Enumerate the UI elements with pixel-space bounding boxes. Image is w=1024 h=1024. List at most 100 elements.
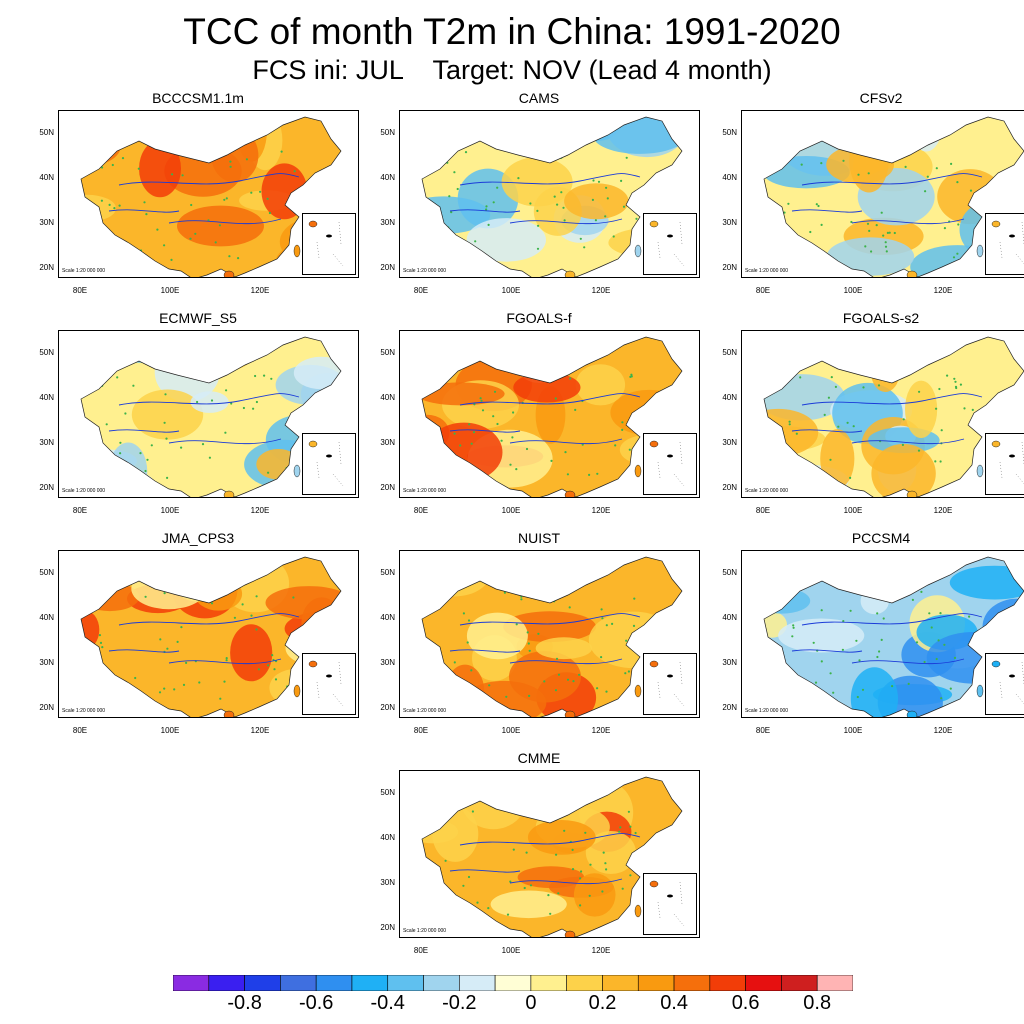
map-frame: Scale 1:20 000 000: [399, 550, 700, 718]
colorbar-swatch: [173, 975, 210, 991]
lon-tick-label: 120E: [591, 506, 611, 515]
lat-tick-label: 30N: [722, 438, 737, 447]
lon-tick-label: 80E: [72, 506, 88, 515]
colorbar-swatch: [494, 975, 532, 991]
lat-tick-label: 30N: [722, 218, 737, 227]
lon-tick-label: 120E: [591, 946, 611, 955]
map-frame: Scale 1:20 000 000: [399, 770, 700, 938]
lon-tick-label: 100E: [501, 946, 521, 955]
colorbar-swatch: [351, 975, 389, 991]
map-frame: Scale 1:20 000 000: [741, 110, 1024, 278]
lon-tick-label: 120E: [591, 286, 611, 295]
panel-title: CFSv2: [859, 90, 903, 106]
lat-tick-label: 20N: [380, 263, 395, 272]
south-china-sea-inset: [985, 653, 1024, 715]
panel-title: CMME: [517, 750, 561, 766]
lon-tick-label: 120E: [250, 506, 270, 515]
lat-tick-label: 20N: [380, 923, 395, 932]
map-scale-text: Scale 1:20 000 000: [403, 708, 447, 714]
colorbar-swatch: [673, 975, 711, 991]
lat-tick-label: 20N: [39, 703, 54, 712]
map-frame: Scale 1:20 000 000: [58, 550, 359, 718]
south-china-sea-inset: [643, 873, 697, 935]
map-scale-text: Scale 1:20 000 000: [62, 268, 106, 274]
lat-tick-label: 50N: [380, 788, 395, 797]
lat-tick-label: 40N: [39, 613, 54, 622]
figure-subtitle: FCS ini: JUL Target: NOV (Lead 4 month): [252, 55, 772, 85]
lat-tick-label: 30N: [380, 218, 395, 227]
china-map: [763, 336, 1024, 497]
colorbar-tick-label: -0.4: [370, 992, 405, 1014]
map-panel: BCCCSM1.1m 50N 40N 30N 20N 80E 100E 120E Scale 1…: [28, 90, 368, 300]
lat-tick-label: 20N: [380, 483, 395, 492]
panel-title: JMA_CPS3: [161, 530, 235, 546]
lat-tick-label: 40N: [380, 393, 395, 402]
map-panel: JMA_CPS3 50N 40N 30N 20N 80E 100E 120E Scale 1:2…: [28, 530, 368, 740]
panel-title: PCCSM4: [851, 530, 911, 546]
china-map: [421, 776, 683, 937]
lat-tick-label: 40N: [39, 393, 54, 402]
colorbar-swatch: [208, 975, 245, 991]
map-frame: Scale 1:20 000 000: [58, 330, 359, 498]
china-map: [763, 116, 1024, 277]
colorbar-swatch: [530, 975, 567, 991]
lon-tick-label: 80E: [755, 506, 771, 515]
panel-title: BCCCSM1.1m: [152, 90, 244, 106]
lat-tick-label: 30N: [380, 658, 395, 667]
lon-tick-label: 100E: [160, 726, 180, 735]
lon-tick-label: 120E: [933, 286, 953, 295]
panel-title: FGOALS-f: [506, 310, 572, 326]
map-panel: CFSv2 50N 40N 30N 20N 80E 100E 120E Scale 1:20 0…: [711, 90, 1024, 300]
lat-tick-label: 40N: [722, 393, 737, 402]
lat-tick-label: 50N: [722, 128, 737, 137]
south-china-sea-inset: [643, 433, 697, 495]
south-china-sea-inset: [643, 653, 697, 715]
lat-tick-label: 40N: [380, 173, 395, 182]
lat-tick-label: 40N: [722, 613, 737, 622]
lon-tick-label: 80E: [72, 286, 88, 295]
colorbar-swatch: [816, 975, 853, 991]
colorbar-swatch: [781, 975, 818, 991]
lat-tick-label: 30N: [380, 438, 395, 447]
lon-tick-label: 80E: [413, 946, 429, 955]
colorbar-tick-label: 0.2: [588, 992, 617, 1014]
map-scale-text: Scale 1:20 000 000: [403, 268, 447, 274]
lat-tick-label: 30N: [39, 438, 54, 447]
colorbar-tick-label: 0: [525, 992, 537, 1014]
lon-tick-label: 120E: [591, 726, 611, 735]
lon-tick-label: 80E: [413, 506, 429, 515]
map-scale-text: Scale 1:20 000 000: [62, 488, 106, 494]
lon-tick-label: 100E: [160, 286, 180, 295]
lon-tick-label: 80E: [755, 286, 771, 295]
lon-tick-label: 80E: [755, 726, 771, 735]
colorbar-tick-label: 0.6: [731, 992, 760, 1014]
china-map: [763, 556, 1024, 717]
lon-tick-label: 120E: [250, 726, 270, 735]
south-china-sea-inset: [302, 433, 356, 495]
map-panel: FGOALS-s2 50N 40N 30N 20N 80E 100E 120E Scale 1:…: [711, 310, 1024, 520]
lat-tick-label: 30N: [39, 658, 54, 667]
lat-tick-label: 30N: [39, 218, 54, 227]
map-panel: CAMS 50N 40N 30N 20N 80E 100E 120E Scale 1:20 00…: [369, 90, 709, 300]
lon-tick-label: 100E: [843, 506, 863, 515]
south-china-sea-inset: [302, 213, 356, 275]
map-frame: Scale 1:20 000 000: [399, 110, 700, 278]
lat-tick-label: 40N: [380, 613, 395, 622]
map-scale-text: Scale 1:20 000 000: [403, 488, 447, 494]
lat-tick-label: 30N: [380, 878, 395, 887]
lat-tick-label: 50N: [722, 348, 737, 357]
lat-tick-label: 50N: [380, 348, 395, 357]
colorbar-swatch: [244, 975, 281, 991]
colorbar-swatch: [315, 975, 353, 991]
colorbar: [173, 975, 853, 991]
map-panel: FGOALS-f 50N 40N 30N 20N 80E 100E 120E Scale 1:2…: [369, 310, 709, 520]
colorbar-swatch: [459, 975, 496, 991]
colorbar-swatch: [423, 975, 460, 991]
south-china-sea-inset: [985, 213, 1024, 275]
colorbar-tick-label: -0.6: [298, 992, 334, 1014]
lon-tick-label: 100E: [501, 506, 521, 515]
lat-tick-label: 40N: [39, 173, 54, 182]
south-china-sea-inset: [302, 653, 356, 715]
colorbar-tick-label: -0.8: [227, 992, 262, 1014]
map-scale-text: Scale 1:20 000 000: [745, 708, 789, 714]
